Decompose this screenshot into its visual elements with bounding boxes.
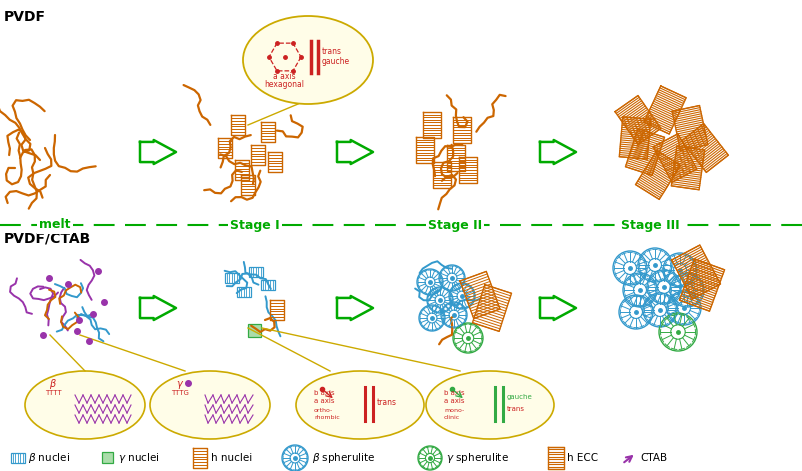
Text: CTAB: CTAB [639, 453, 666, 463]
Text: $\gamma$ spherulite: $\gamma$ spherulite [445, 451, 508, 465]
Bar [225, 273, 239, 283]
Ellipse shape [296, 371, 423, 439]
Polygon shape [337, 140, 373, 164]
Text: trans: trans [376, 398, 396, 407]
Text: Stage III: Stage III [620, 219, 678, 232]
Text: melt: melt [39, 219, 71, 232]
Text: TTTG: TTTG [171, 390, 188, 396]
Ellipse shape [150, 371, 269, 439]
Text: h nuclei: h nuclei [211, 453, 252, 463]
Text: $\gamma$: $\gamma$ [176, 379, 184, 391]
Bar [261, 280, 274, 290]
Bar [103, 453, 113, 463]
Text: gauche: gauche [506, 394, 532, 400]
Ellipse shape [426, 371, 553, 439]
Text: a axis: a axis [314, 398, 334, 404]
Polygon shape [140, 140, 176, 164]
Text: $\beta$ nuclei: $\beta$ nuclei [28, 451, 70, 465]
Text: PVDF/CTAB: PVDF/CTAB [4, 232, 91, 246]
Text: ortho-: ortho- [314, 408, 333, 413]
Polygon shape [539, 296, 575, 320]
Text: hexagonal: hexagonal [264, 80, 304, 89]
Ellipse shape [25, 371, 145, 439]
Text: PVDF: PVDF [4, 10, 46, 24]
Text: b axis: b axis [314, 390, 334, 396]
Text: gauche: gauche [322, 57, 350, 65]
Text: trans: trans [322, 47, 342, 56]
Polygon shape [140, 296, 176, 320]
Text: b axis: b axis [444, 390, 464, 396]
Text: Stage II: Stage II [427, 219, 481, 232]
Text: h ECC: h ECC [566, 453, 597, 463]
Text: trans: trans [506, 406, 525, 412]
Text: TTTT: TTTT [45, 390, 61, 396]
Text: clinic: clinic [444, 415, 460, 420]
Bar [237, 287, 251, 297]
Text: $\beta$: $\beta$ [49, 377, 57, 391]
Polygon shape [337, 296, 373, 320]
Bar [11, 453, 25, 463]
Bar [249, 267, 263, 277]
Bar [248, 324, 261, 336]
Text: a axis: a axis [444, 398, 464, 404]
Text: rhombic: rhombic [314, 415, 339, 420]
Text: Stage I: Stage I [230, 219, 279, 232]
Text: $\beta$ spherulite: $\beta$ spherulite [312, 451, 375, 465]
Text: a axis: a axis [273, 72, 295, 81]
Text: $\gamma$ nuclei: $\gamma$ nuclei [118, 451, 160, 465]
Ellipse shape [243, 16, 373, 104]
Text: mono-: mono- [444, 408, 464, 413]
Polygon shape [539, 140, 575, 164]
